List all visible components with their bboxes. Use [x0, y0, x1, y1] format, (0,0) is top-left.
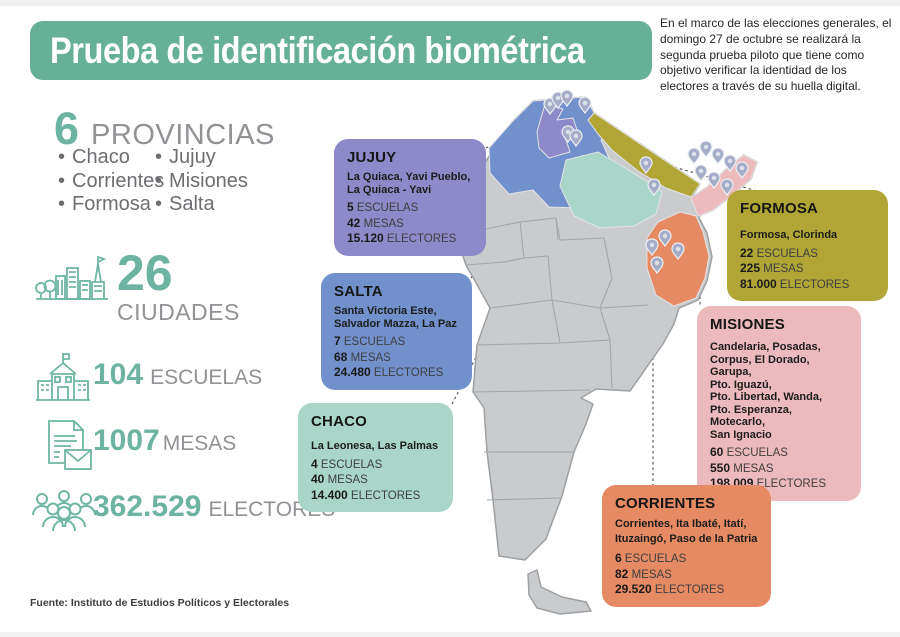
- province-cities: La Leonesa, Las Palmas: [311, 440, 439, 452]
- callout-chaco: CHACO La Leonesa, Las Palmas 4 ESCUELAS …: [298, 403, 453, 512]
- tables-count: 1007: [93, 424, 160, 457]
- province-schools: 7 ESCUELAS: [334, 334, 406, 348]
- province-bullet: Chaco: [58, 146, 155, 170]
- province-voters: 14.400 ELECTORES: [311, 487, 421, 502]
- callout-jujuy: JUJUY La Quiaca, Yavi Pueblo, La Quiaca …: [334, 139, 486, 256]
- tables-label: MESAS: [162, 432, 237, 455]
- page-top-edge: [0, 0, 900, 6]
- province-bullet: Misiones: [155, 170, 298, 194]
- province-schools: 4 ESCUELAS: [311, 456, 383, 471]
- tables-stat: 1007 MESAS: [93, 424, 236, 458]
- province-cities: Candelaria, Posadas, Corpus, El Dorado, …: [710, 341, 823, 441]
- source-note: Fuente: Instituto de Estudios Políticos …: [30, 597, 290, 609]
- people-group-icon: [32, 490, 96, 531]
- cities-label: CIUDADES: [117, 299, 240, 325]
- province-schools: 60 ESCUELAS: [710, 445, 788, 459]
- page-bottom-edge: [0, 632, 900, 637]
- province-bullet: Jujuy: [155, 146, 298, 170]
- province-bullet: Formosa: [58, 193, 155, 217]
- cities-stat: 26 CIUDADES: [117, 247, 240, 326]
- province-schools: 22 ESCUELAS: [740, 245, 818, 260]
- voters-count: 362.529: [93, 490, 202, 523]
- province-bullet: Salta: [155, 193, 298, 217]
- province-voters: 81.000 ELECTORES: [740, 276, 850, 291]
- province-voters: 24.480 ELECTORES: [334, 365, 444, 379]
- callout-misiones: MISIONES Candelaria, Posadas, Corpus, El…: [697, 306, 861, 501]
- province-tables: 40 MESAS: [311, 472, 368, 486]
- province-tables: 225 MESAS: [740, 261, 804, 275]
- province-title: JUJUY: [347, 149, 397, 166]
- province-title: CORRIENTES: [615, 495, 716, 512]
- city-icon: [35, 255, 108, 300]
- cities-count: 26: [117, 245, 173, 301]
- document-envelope-icon: [48, 420, 92, 470]
- province-title: FORMOSA: [740, 200, 819, 217]
- province-schools: 5 ESCUELAS: [347, 200, 419, 214]
- schools-label: ESCUELAS: [150, 366, 263, 389]
- intro-paragraph: En el marco de las elecciones generales,…: [660, 16, 892, 94]
- province-title: CHACO: [311, 413, 367, 430]
- callout-salta: SALTA Santa Victoria Este, Salvador Mazz…: [321, 273, 472, 390]
- province-tables: 550 MESAS: [710, 460, 774, 475]
- map-country-outline: [457, 96, 758, 615]
- map-region-chaco: [559, 151, 663, 229]
- page-title: Prueba de identificación biométrica: [50, 29, 585, 71]
- callout-corrientes: CORRIENTES Corrientes, Ita Ibaté, Itatí,…: [602, 485, 771, 607]
- title-banner: Prueba de identificación biométrica: [30, 21, 652, 80]
- province-schools: 6 ESCUELAS: [615, 551, 687, 565]
- province-title: SALTA: [334, 283, 383, 300]
- province-cities: Santa Victoria Este, Salvador Mazza, La …: [334, 305, 457, 330]
- school-icon: [36, 353, 90, 401]
- province-tables: 82 MESAS: [615, 566, 672, 581]
- province-tables: 42 MESAS: [347, 215, 404, 230]
- province-cities: La Quiaca, Yavi Pueblo, La Quiaca - Yavi: [347, 171, 471, 196]
- province-tables: 68 MESAS: [334, 349, 391, 364]
- schools-stat: 104 ESCUELAS: [93, 358, 262, 392]
- province-voters: 15.120 ELECTORES: [347, 231, 457, 245]
- map-region-formosa: [587, 112, 701, 198]
- province-cities: Corrientes, Ita Ibaté, Itatí, Ituzaingó,…: [615, 518, 758, 545]
- callout-formosa: FORMOSA Formosa, Clorinda 22 ESCUELAS 22…: [727, 190, 888, 301]
- schools-count: 104: [93, 358, 144, 391]
- provinces-list: Chaco Corrientes Formosa Jujuy Misiones …: [58, 146, 298, 217]
- province-cities: Formosa, Clorinda: [740, 229, 838, 241]
- province-voters: 29.520 ELECTORES: [615, 582, 725, 596]
- province-title: MISIONES: [710, 316, 785, 333]
- province-bullet: Corrientes: [58, 170, 164, 194]
- map-tierra-del-fuego: [527, 569, 592, 615]
